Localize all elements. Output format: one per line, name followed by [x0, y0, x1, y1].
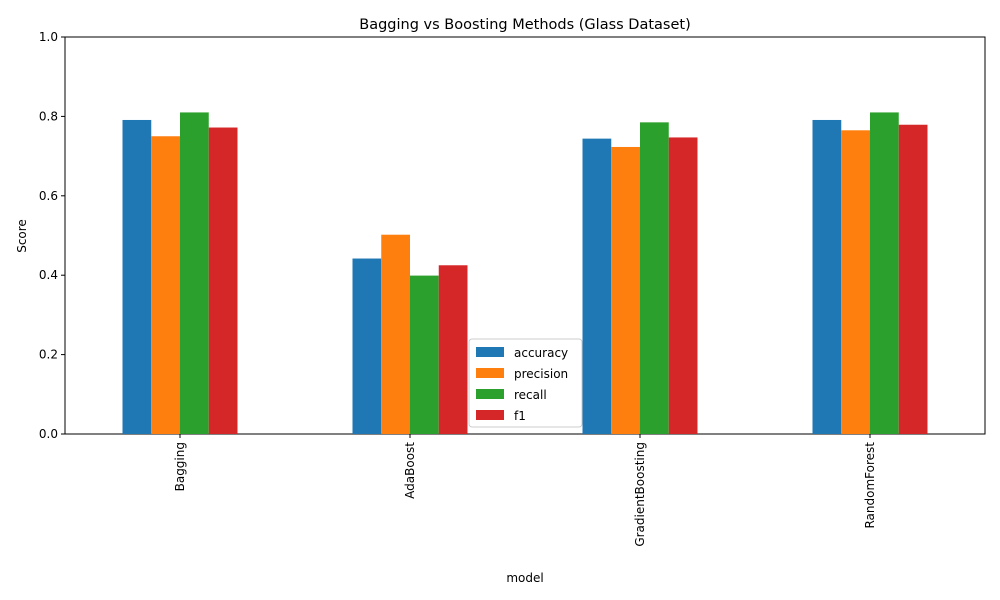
- legend-swatch-recall: [476, 389, 504, 399]
- x-tick-label-gradientboosting: GradientBoosting: [633, 442, 647, 547]
- x-tick-label-randomforest: RandomForest: [863, 442, 877, 529]
- bar-recall-bagging: [180, 112, 209, 435]
- bar-precision-bagging: [151, 136, 180, 434]
- chart-title: Bagging vs Boosting Methods (Glass Datas…: [359, 17, 691, 33]
- legend-label-recall: recall: [514, 388, 547, 402]
- bar-precision-gradientboosting: [611, 146, 640, 434]
- x-axis: Bagging AdaBoost GradientBoosting RandomFor…: [173, 434, 877, 547]
- legend-swatch-precision: [476, 368, 504, 378]
- bar-f1-bagging: [208, 127, 238, 435]
- x-tick-label-bagging: Bagging: [173, 442, 187, 491]
- x-tick-label-adaboost: AdaBoost: [403, 442, 417, 499]
- legend-swatch-accuracy: [476, 347, 504, 357]
- plot-frame: [64, 36, 986, 435]
- y-axis-label: Score: [15, 219, 29, 253]
- legend-swatch-f1: [476, 410, 504, 420]
- y-tick-label: 0.8: [39, 109, 58, 123]
- legend-label-f1: f1: [514, 409, 526, 423]
- legend: accuracy precision recall f1: [468, 338, 583, 428]
- legend-box: [468, 338, 583, 428]
- x-axis-label: model: [506, 571, 543, 585]
- bar-accuracy-adaboost: [352, 258, 382, 434]
- y-tick-label: 0.0: [39, 427, 58, 441]
- bar-recall-randomforest: [870, 112, 899, 435]
- bar-recall-gradientboosting: [640, 122, 669, 434]
- y-tick-label: 0.6: [39, 189, 58, 203]
- bar-accuracy-randomforest: [812, 119, 842, 434]
- bar-f1-randomforest: [898, 124, 928, 435]
- legend-label-precision: precision: [514, 367, 568, 381]
- bar-precision-randomforest: [841, 130, 870, 435]
- y-tick-label: 0.4: [39, 268, 58, 282]
- y-tick-label: 0.2: [39, 348, 58, 362]
- y-axis: 0.0 0.2 0.4 0.6 0.8 1.0: [39, 30, 65, 441]
- y-tick-label: 1.0: [39, 30, 58, 44]
- bar-accuracy-bagging: [122, 119, 152, 434]
- bars-group: [122, 112, 928, 435]
- bar-f1-gradientboosting: [668, 137, 698, 434]
- legend-label-accuracy: accuracy: [514, 346, 568, 360]
- plot-area: [64, 36, 986, 435]
- bar-precision-adaboost: [381, 234, 410, 434]
- bar-f1-adaboost: [438, 265, 468, 434]
- bar-recall-adaboost: [410, 275, 439, 434]
- bar-accuracy-gradientboosting: [582, 138, 612, 434]
